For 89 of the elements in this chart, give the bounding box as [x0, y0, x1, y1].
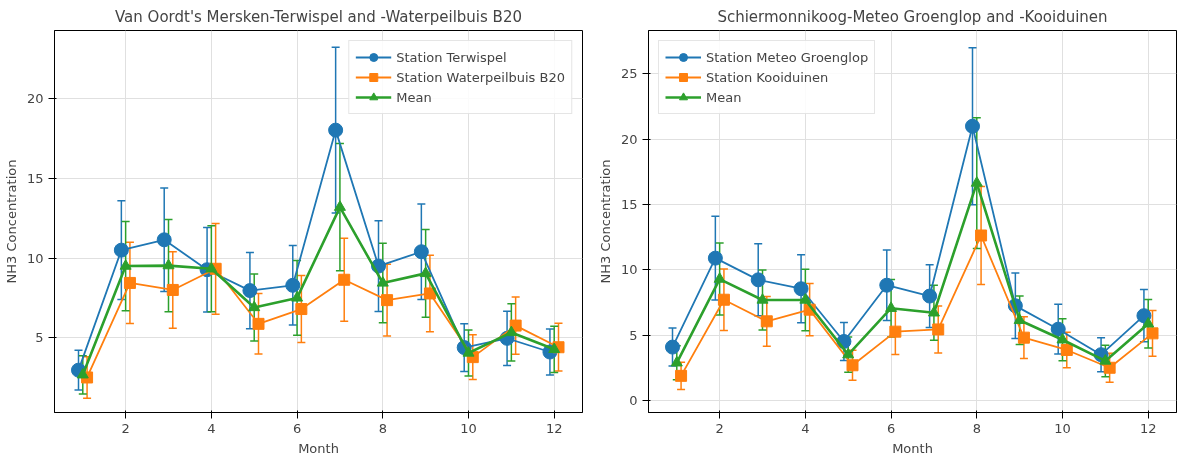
point [295, 303, 308, 316]
point [760, 315, 773, 328]
x-tick-label: 10 [460, 420, 477, 436]
point [285, 277, 301, 293]
point [885, 301, 898, 312]
y-tick-label: 20 [620, 131, 638, 147]
x-tick-label: 6 [292, 420, 302, 436]
point [1056, 332, 1069, 344]
x-axis-title: Month [892, 440, 933, 456]
y-tick-label: 25 [620, 66, 638, 82]
point [162, 258, 175, 270]
point [376, 276, 389, 287]
point [1013, 313, 1026, 324]
point [932, 323, 945, 336]
y-tick-label: 5 [629, 327, 638, 343]
point [707, 250, 723, 266]
y-tick-label: 10 [620, 262, 638, 278]
y-tick-label: 5 [35, 330, 44, 346]
point [242, 283, 258, 299]
point [76, 367, 89, 379]
point [922, 288, 938, 304]
legend-label: Station Kooiduinen [706, 69, 829, 85]
point [1060, 343, 1073, 356]
point [975, 229, 988, 242]
legend-label: Station Waterpeilbuis B20 [396, 69, 565, 85]
legend-label: Mean [706, 89, 742, 105]
point [1099, 354, 1112, 365]
point [713, 272, 726, 283]
y-tick-label: 15 [620, 196, 638, 212]
point [1050, 321, 1066, 337]
point [842, 347, 855, 359]
x-tick-label: 4 [801, 420, 810, 436]
point [799, 293, 812, 304]
point [205, 261, 218, 273]
chart-title: Schiermonnikoog-Meteo Groenglop and -Kooiduinen [717, 7, 1108, 26]
point [248, 300, 261, 312]
chart-title: Van Oordt's Mersken-Terwispel and -Waterpeilbuis B20 [115, 7, 522, 26]
x-tick-label: 6 [886, 420, 896, 436]
y-tick-label: 10 [26, 250, 44, 266]
legend-label: Station Terwispel [396, 49, 507, 65]
point [1017, 331, 1030, 344]
x-tick-label: 12 [545, 420, 563, 436]
point [156, 232, 172, 248]
point [333, 200, 346, 211]
x-tick-label: 8 [972, 420, 981, 436]
point [423, 287, 436, 300]
point [291, 291, 304, 302]
point [462, 346, 475, 357]
point [119, 259, 132, 270]
point [927, 305, 940, 317]
point [338, 273, 351, 286]
point [381, 294, 394, 307]
legend-label: Mean [396, 89, 432, 105]
point [750, 272, 766, 288]
point [252, 317, 265, 330]
point [123, 276, 136, 289]
point [717, 293, 730, 306]
point [846, 359, 859, 372]
y-tick-label: 20 [26, 91, 44, 107]
point [548, 342, 561, 353]
point [1142, 316, 1155, 328]
y-axis-title: NH3 Concentration [3, 159, 19, 284]
point [965, 118, 980, 134]
y-axis-title: NH3 Concentration [597, 159, 613, 284]
x-tick-label: 2 [121, 420, 130, 436]
x-tick-label: 12 [1139, 420, 1157, 436]
point [793, 281, 809, 297]
point [1146, 327, 1159, 340]
legend-label: Station Meteo Groenglop [706, 49, 869, 65]
point [113, 242, 129, 258]
x-axis-title: Month [298, 440, 339, 456]
point [879, 277, 895, 293]
y-tick-label: 15 [26, 171, 44, 187]
y-tick-label: 0 [629, 393, 638, 409]
x-tick-label: 2 [715, 420, 724, 436]
x-tick-label: 8 [378, 420, 387, 436]
point [665, 339, 680, 355]
point [505, 325, 518, 337]
x-tick-label: 4 [207, 420, 216, 436]
point [889, 325, 902, 338]
point [756, 293, 769, 304]
point [166, 283, 179, 296]
point [970, 176, 983, 187]
point [675, 369, 688, 382]
point [670, 355, 683, 367]
point [413, 244, 429, 260]
point [328, 122, 344, 138]
x-tick-label: 10 [1054, 420, 1071, 436]
point [419, 266, 432, 278]
